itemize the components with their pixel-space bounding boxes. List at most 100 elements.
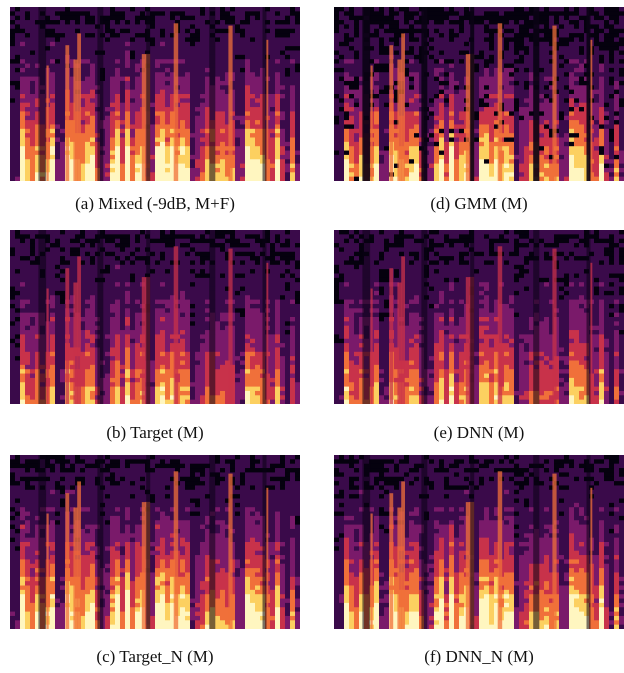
- spectrogram-cell: [479, 103, 485, 108]
- spectrogram-cell: [125, 94, 131, 99]
- spectrogram-cell: [564, 146, 570, 151]
- spectrogram-cell: [55, 111, 61, 116]
- spectrogram-cell: [30, 51, 36, 56]
- spectrogram-cell: [60, 20, 66, 25]
- spectrogram-cell: [20, 172, 26, 177]
- spectrogram-cell: [519, 120, 525, 125]
- spectrogram-cell: [559, 146, 565, 151]
- spectrogram-cell: [414, 77, 420, 82]
- spectrogram-cell: [165, 155, 171, 160]
- spectrogram-cell: [484, 51, 490, 56]
- spectrogram-cell: [20, 7, 26, 12]
- spectrogram-cell: [220, 138, 226, 143]
- spectrogram-cell: [160, 42, 166, 47]
- spectrogram-cell: [30, 59, 36, 64]
- spectrogram-cell: [250, 37, 256, 42]
- spectrogram-cell: [519, 133, 525, 138]
- spectrogram-cell: [509, 177, 515, 181]
- spectrogram-cell: [524, 46, 530, 51]
- spectrogram-cell: [110, 24, 116, 29]
- spectrogram-cell: [449, 164, 455, 169]
- spectrogram-cell: [409, 85, 415, 90]
- spectrogram-cell: [10, 24, 16, 29]
- spectrogram-cell: [110, 138, 116, 143]
- spectrogram-cell: [544, 55, 550, 60]
- spectrogram-cell: [434, 177, 440, 181]
- spectrogram-cell: [105, 124, 111, 129]
- spectrogram-cell: [384, 85, 390, 90]
- spectrogram-cell: [50, 159, 56, 164]
- spectrogram-cell: [579, 177, 585, 181]
- spectrogram-cell: [354, 107, 360, 112]
- spectrogram-cell: [409, 11, 415, 16]
- spectrogram-cell: [539, 24, 545, 29]
- spectrogram-cell: [80, 7, 86, 12]
- spectrogram-cell: [155, 85, 161, 90]
- spectrogram-cell: [379, 142, 385, 147]
- spectrogram-cell: [130, 120, 136, 125]
- spectrogram-cell: [120, 51, 126, 56]
- spectrogram-cell: [594, 85, 600, 90]
- spectrogram-cell: [165, 172, 171, 177]
- spectrogram-cell: [569, 116, 575, 121]
- spectrogram-cell: [579, 59, 585, 64]
- spectrogram-cell: [559, 124, 565, 129]
- spectrogram-cell: [354, 51, 360, 56]
- spectrogram-cell: [20, 361, 26, 366]
- spectrogram-cell: [85, 177, 91, 181]
- spectrogram-cell: [374, 138, 380, 143]
- spectrogram-cell: [539, 33, 545, 38]
- spectrogram-cell: [334, 124, 340, 129]
- spectrogram-cell: [220, 72, 226, 77]
- spectrogram-cell: [539, 20, 545, 25]
- spectrogram-cell: [474, 90, 480, 95]
- spectrogram-cell: [150, 98, 156, 103]
- spectrogram-cell: [574, 94, 580, 99]
- spectrogram-cell: [105, 159, 111, 164]
- spectrogram-cell: [55, 81, 61, 86]
- spectrogram-cell: [120, 142, 126, 147]
- spectrogram-cell: [245, 116, 251, 121]
- spectrogram-cell: [55, 72, 61, 77]
- spectrogram-cell: [200, 116, 206, 121]
- spectrogram-cell: [280, 120, 286, 125]
- spectrogram-cell: [409, 7, 415, 12]
- spectrogram-cell: [339, 159, 345, 164]
- spectrogram-cell: [569, 107, 575, 112]
- spectrogram-cell: [70, 42, 76, 47]
- spectrogram-cell: [30, 330, 36, 335]
- spectrogram-cell: [125, 172, 131, 177]
- spectrogram-cell: [25, 330, 31, 335]
- spectrogram-cell: [160, 146, 166, 151]
- spectrogram-cell: [55, 116, 61, 121]
- panel-b: (b) Target (M): [10, 230, 300, 445]
- spectrogram-cell: [285, 42, 291, 47]
- spectrogram-cell: [379, 37, 385, 42]
- spectrogram-cell: [334, 90, 340, 95]
- spectrogram-cell: [354, 37, 360, 42]
- spectrogram-cell: [349, 16, 355, 21]
- spectrogram-cell: [195, 94, 201, 99]
- spectrogram-cell: [250, 81, 256, 86]
- spectrogram-cell: [255, 16, 261, 21]
- spectrogram-cell: [10, 37, 16, 42]
- spectrogram-cell: [120, 72, 126, 77]
- spectrogram-cell: [60, 151, 66, 156]
- spectrogram-cell: [285, 64, 291, 69]
- spectrogram-cell: [60, 51, 66, 56]
- spectrogram-cell: [125, 16, 131, 21]
- spectrogram-cell: [409, 164, 415, 169]
- spectrogram-cell: [379, 98, 385, 103]
- spectrogram-cell: [155, 24, 161, 29]
- spectrogram-cell: [519, 7, 525, 12]
- spectrogram-cell: [115, 138, 121, 143]
- spectrogram-cell: [519, 20, 525, 25]
- spectrogram-cell: [65, 11, 71, 16]
- spectrogram-cell: [215, 29, 221, 34]
- spectrogram-cell: [509, 55, 515, 60]
- spectrogram-cell: [439, 81, 445, 86]
- spectrogram-cell: [245, 111, 251, 116]
- spectrogram-cell: [285, 33, 291, 38]
- spectrogram-cell: [569, 72, 575, 77]
- spectrogram-cell: [439, 64, 445, 69]
